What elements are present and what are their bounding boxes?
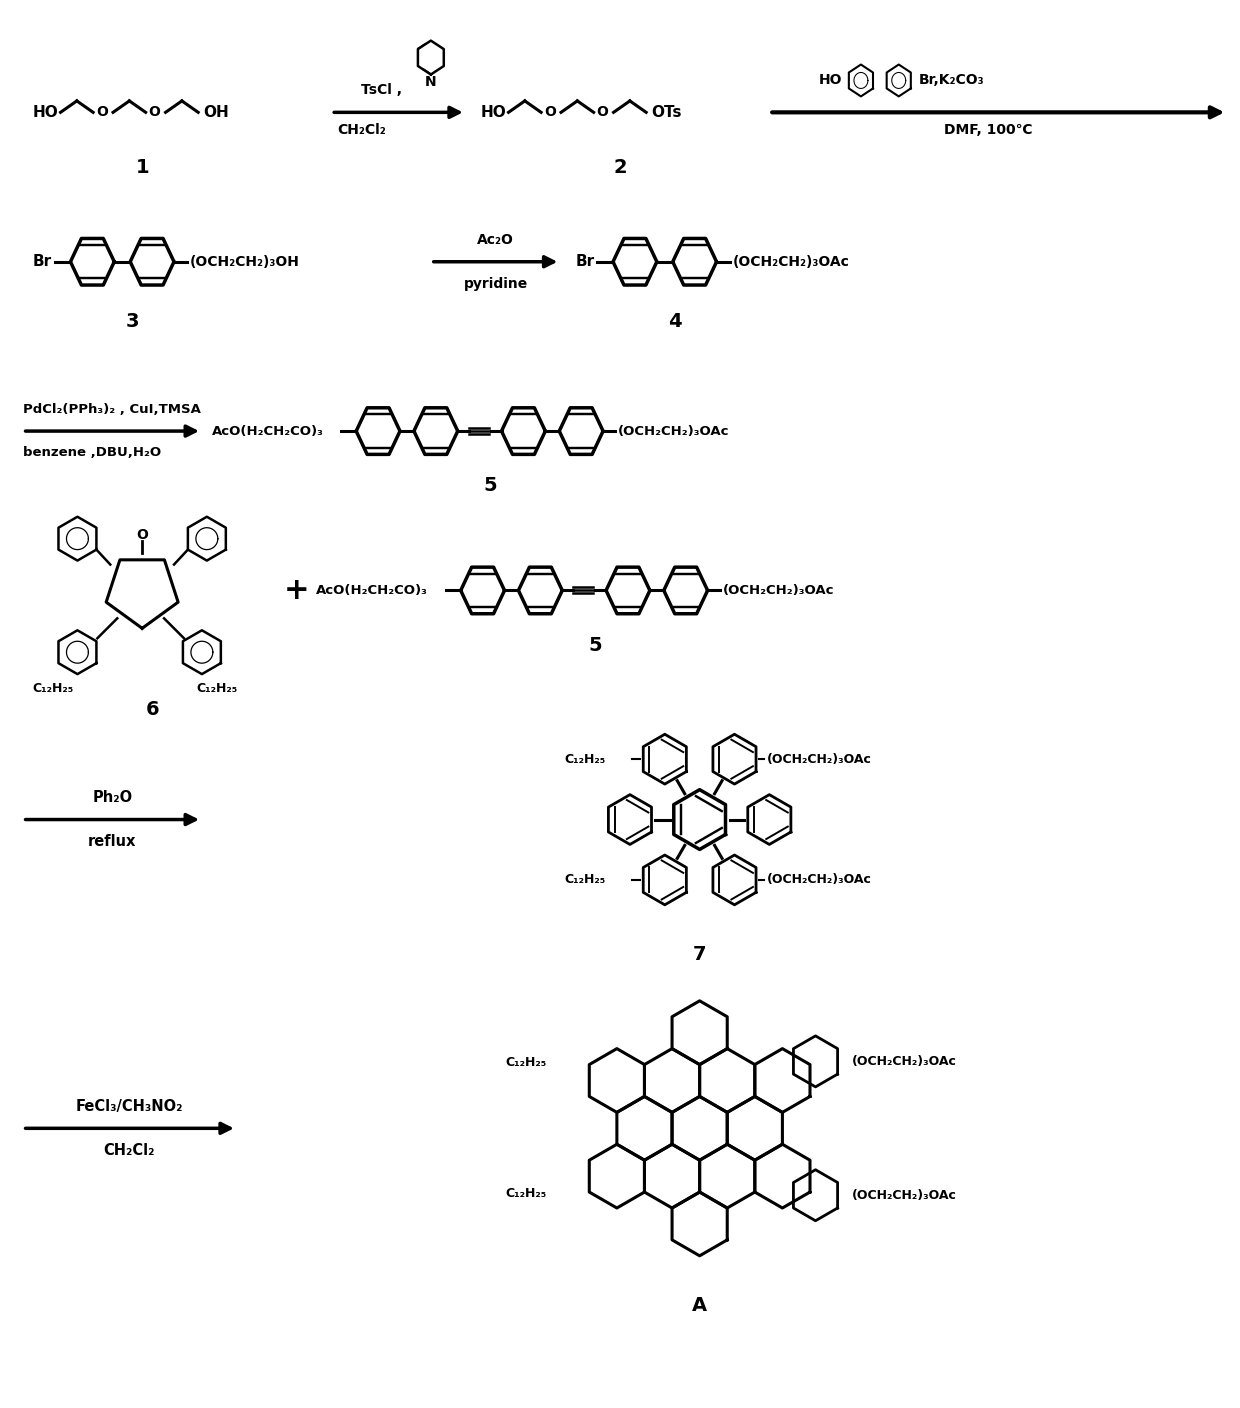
- Text: O: O: [596, 106, 609, 120]
- Text: HO: HO: [481, 104, 506, 120]
- Text: O: O: [544, 106, 556, 120]
- Text: O: O: [97, 106, 108, 120]
- Text: (OCH₂CH₂)₃OAc: (OCH₂CH₂)₃OAc: [852, 1055, 957, 1067]
- Text: TsCl ,: TsCl ,: [361, 83, 402, 97]
- Text: HO: HO: [32, 104, 58, 120]
- Text: AcO(H₂CH₂CO)₃: AcO(H₂CH₂CO)₃: [316, 584, 428, 597]
- Text: C₁₂H₂₅: C₁₂H₂₅: [564, 753, 606, 766]
- Text: benzene ,DBU,H₂O: benzene ,DBU,H₂O: [22, 446, 161, 459]
- Text: (OCH₂CH₂)₃OAc: (OCH₂CH₂)₃OAc: [723, 584, 835, 597]
- Text: (OCH₂CH₂)₃OAc: (OCH₂CH₂)₃OAc: [852, 1188, 957, 1202]
- Text: CH₂Cl₂: CH₂Cl₂: [337, 124, 386, 137]
- Text: (OCH₂CH₂)₃OAc: (OCH₂CH₂)₃OAc: [733, 255, 849, 269]
- Text: O: O: [136, 528, 148, 542]
- Text: 1: 1: [135, 158, 149, 176]
- Text: 2: 2: [614, 158, 626, 176]
- Text: C₁₂H₂₅: C₁₂H₂₅: [196, 681, 237, 694]
- Text: OTs: OTs: [651, 104, 682, 120]
- Text: HO: HO: [820, 73, 843, 87]
- Text: A: A: [692, 1297, 707, 1315]
- Text: 5: 5: [484, 476, 497, 496]
- Text: (OCH₂CH₂)₃OAc: (OCH₂CH₂)₃OAc: [768, 753, 872, 766]
- Text: reflux: reflux: [88, 834, 136, 849]
- Text: 7: 7: [693, 945, 707, 963]
- Text: C₁₂H₂₅: C₁₂H₂₅: [564, 873, 606, 887]
- Text: O: O: [149, 106, 160, 120]
- Text: Ac₂O: Ac₂O: [477, 232, 515, 246]
- Text: (OCH₂CH₂)₃OH: (OCH₂CH₂)₃OH: [190, 255, 300, 269]
- Text: Ph₂O: Ph₂O: [92, 790, 133, 805]
- Text: 4: 4: [668, 313, 682, 331]
- Text: 6: 6: [145, 700, 159, 719]
- Text: OH: OH: [203, 104, 229, 120]
- Text: +: +: [284, 576, 309, 605]
- Text: (OCH₂CH₂)₃OAc: (OCH₂CH₂)₃OAc: [618, 425, 729, 438]
- Text: AcO(H₂CH₂CO)₃: AcO(H₂CH₂CO)₃: [212, 425, 324, 438]
- Text: CH₂Cl₂: CH₂Cl₂: [103, 1143, 155, 1157]
- Text: (OCH₂CH₂)₃OAc: (OCH₂CH₂)₃OAc: [768, 873, 872, 887]
- Text: C₁₂H₂₅: C₁₂H₂₅: [506, 1056, 547, 1070]
- Text: pyridine: pyridine: [464, 276, 528, 290]
- Text: 3: 3: [125, 313, 139, 331]
- Text: N: N: [425, 76, 436, 90]
- Text: Br: Br: [575, 255, 594, 269]
- Text: FeCl₃/CH₃NO₂: FeCl₃/CH₃NO₂: [76, 1098, 184, 1114]
- Text: C₁₂H₂₅: C₁₂H₂₅: [506, 1187, 547, 1200]
- Text: PdCl₂(PPh₃)₂ , CuI,TMSA: PdCl₂(PPh₃)₂ , CuI,TMSA: [22, 403, 201, 415]
- Text: DMF, 100℃: DMF, 100℃: [944, 124, 1033, 137]
- Text: C₁₂H₂₅: C₁₂H₂₅: [32, 681, 73, 694]
- Text: 5: 5: [588, 636, 601, 655]
- Text: Br: Br: [32, 255, 52, 269]
- Text: Br,K₂CO₃: Br,K₂CO₃: [919, 73, 985, 87]
